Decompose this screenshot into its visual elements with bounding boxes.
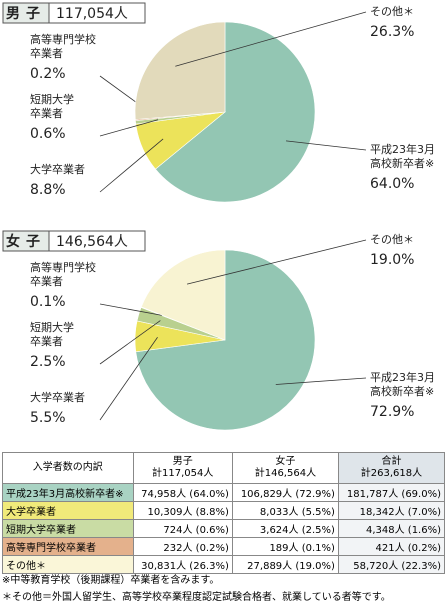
table-cell: 30,831人 (26.3%): [132, 555, 233, 574]
chart-subtitle: 146,564人: [56, 234, 128, 250]
slice-label: 卒業者: [30, 46, 63, 60]
header-line: 男子: [172, 456, 193, 467]
header-row: 入学者数の内訳 男子 計117,054人 女子 計146,564人 合計 計263,618人: [2, 452, 446, 484]
table-row: 短期大学卒業者 724人 (0.6%) 3,624人 (2.5%) 4,348人 (1…: [2, 519, 446, 538]
slice-value: 72.9%: [370, 404, 414, 420]
table-row: 高等専門学校卒業者 232人 (0.2%) 189人 (0.1%) 421人 (0.2…: [2, 537, 446, 556]
chart-subtitle: 117,054人: [56, 6, 128, 22]
table-cell: 8,033人 (5.5%): [231, 501, 339, 520]
table-cell: 724人 (0.6%): [132, 519, 233, 538]
slice-label: 平成23年3月: [370, 142, 435, 156]
slice-label: 平成23年3月: [370, 370, 435, 384]
note: ＊その他＝外国人留学生、高等学校卒業程度認定試験合格者、就業している者等です。: [2, 592, 391, 603]
slice-label: 卒業者: [30, 274, 63, 288]
header-cell: 男子 計117,054人: [132, 452, 233, 484]
table-cell: 大学卒業者: [2, 501, 134, 520]
leader-line: [99, 138, 164, 193]
table-cell: その他＊: [2, 555, 134, 574]
slice-value: 5.5%: [30, 410, 66, 426]
note: ※中等教育学校（後期課程）卒業者を含みます。: [2, 575, 220, 586]
chart-title: 男子: [6, 6, 46, 22]
table-row: 大学卒業者 10,309人 (8.8%) 8,033人 (5.5%) 18,342人 …: [2, 501, 446, 520]
table-cell: 27,889人 (19.0%): [231, 555, 339, 574]
slice-label: 高等専門学校: [30, 32, 96, 46]
slice-label: その他＊: [370, 5, 414, 18]
header-line: 合計: [381, 456, 402, 467]
table-cell: 181,787人 (69.0%): [337, 483, 446, 502]
table-row: その他＊ 30,831人 (26.3%) 27,889人 (19.0%) 58,720…: [2, 555, 446, 574]
table-cell: 189人 (0.1%): [231, 537, 339, 556]
table-cell: 58,720人 (22.3%): [337, 555, 446, 574]
slice-label: 大学卒業者: [30, 390, 85, 404]
slice-value: 0.1%: [30, 294, 66, 310]
table-cell: 106,829人 (72.9%): [231, 483, 339, 502]
table-cell: 3,624人 (2.5%): [231, 519, 339, 538]
table-cell: 232人 (0.2%): [132, 537, 233, 556]
pie-slice: [140, 249, 226, 341]
leader-line: [285, 140, 367, 151]
title-bg: [2, 2, 50, 24]
leader-line: [99, 320, 161, 365]
leader-line: [186, 239, 367, 285]
table-cell: 高等専門学校卒業者: [2, 537, 134, 556]
pie-slice: [135, 249, 316, 431]
table-cell: 4,348人 (1.6%): [337, 519, 446, 538]
table-cell: 421人 (0.2%): [337, 537, 446, 556]
header-line: 計263,618人: [360, 468, 423, 479]
table-cell: 平成23年3月高校新卒者※: [2, 483, 134, 502]
table-cell: 18,342人 (7.0%): [337, 501, 446, 520]
leader-line: [99, 119, 159, 137]
chart-title: 女子: [6, 233, 46, 250]
slice-label: 短期大学: [30, 320, 74, 334]
slice-value: 64.0%: [370, 176, 414, 192]
leader-line: [99, 337, 158, 421]
leader-line: [175, 11, 367, 67]
slice-label: 短期大学: [30, 92, 74, 106]
slice-label: 大学卒業者: [30, 162, 85, 176]
slice-label: 高校新卒者※: [370, 156, 434, 170]
slice-label: 卒業者: [30, 106, 63, 120]
pie-slice: [155, 21, 316, 203]
slice-label: 高校新卒者※: [370, 384, 434, 398]
table-cell: 10,309人 (8.8%): [132, 501, 233, 520]
slice-value: 0.2%: [30, 66, 66, 82]
table-cell: 74,958人 (64.0%): [132, 483, 233, 502]
table-row: 平成23年3月高校新卒者※ 74,958人 (64.0%) 106,829人 (72…: [2, 483, 446, 502]
slice-value: 2.5%: [30, 354, 66, 370]
slice-label: その他＊: [370, 233, 414, 246]
header-line: 女子: [275, 456, 296, 467]
slice-value: 0.6%: [30, 126, 66, 142]
breakdown-table: 入学者数の内訳 男子 計117,054人 女子 計146,564人 合計 計263,618人…: [2, 452, 446, 574]
slice-value: 8.8%: [30, 182, 66, 198]
leader-line: [99, 303, 163, 316]
header-line: 計117,054人: [152, 468, 214, 479]
leader-line: [275, 377, 367, 385]
header-line: 計146,564人: [254, 468, 317, 479]
slice-label: 高等専門学校: [30, 260, 96, 274]
table-cell: 短期大学卒業者: [2, 519, 134, 538]
header-cell: 合計 計263,618人: [337, 452, 446, 484]
title-bg: [2, 230, 50, 252]
notes: ※中等教育学校（後期課程）卒業者を含みます。 ＊その他＝外国人留学生、高等学校卒業…: [2, 572, 391, 606]
slice-label: 卒業者: [30, 334, 63, 348]
pie-slice: [134, 21, 226, 120]
header-cell: 入学者数の内訳: [2, 452, 134, 484]
slice-value: 19.0%: [370, 252, 414, 268]
header-cell: 女子 計146,564人: [231, 452, 339, 484]
slice-value: 26.3%: [370, 24, 414, 40]
